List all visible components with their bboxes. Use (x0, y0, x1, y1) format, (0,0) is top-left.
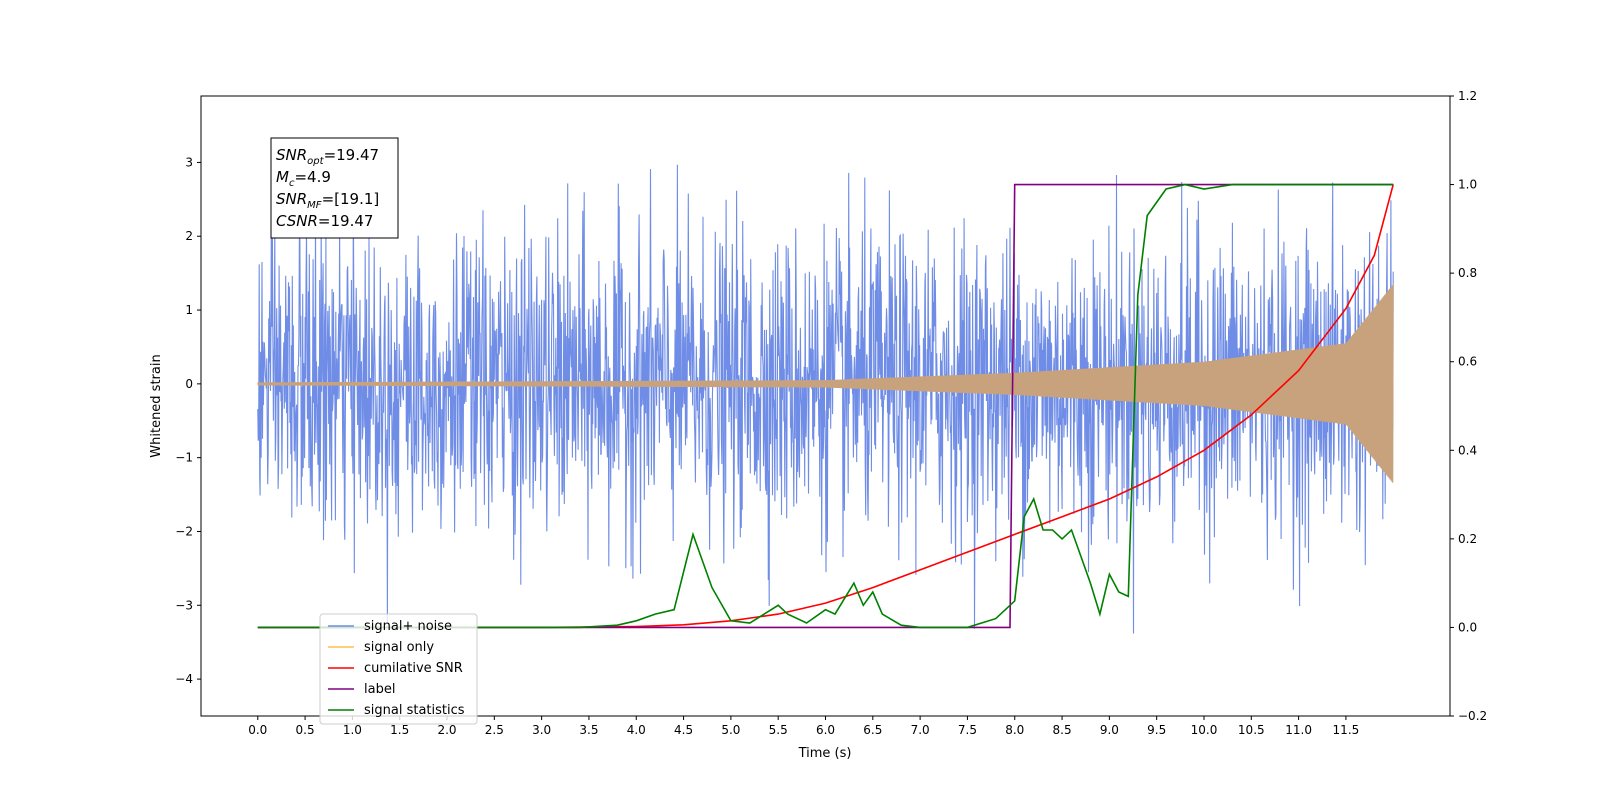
series-signal-statistics (257, 183, 1394, 629)
y2-tick-label: 0.8 (1458, 266, 1477, 280)
x-tick-label: 2.5 (485, 723, 504, 737)
series-signal-only (257, 284, 1394, 483)
x-tick-label: 4.5 (674, 723, 693, 737)
y-tick-label: −1 (175, 451, 193, 465)
annotation-line: Mc=4.9 (276, 168, 331, 189)
x-tick-label: 1.0 (343, 723, 362, 737)
y2-tick-label: 1.2 (1458, 89, 1477, 103)
y2-tick-label: −0.2 (1458, 709, 1487, 723)
annotation-line: CSNR=19.47 (276, 212, 373, 230)
y-tick-label: 0 (185, 377, 193, 391)
x-tick-label: 5.5 (769, 723, 788, 737)
legend-label: signal only (364, 640, 434, 655)
x-tick-label: 9.5 (1147, 723, 1166, 737)
x-axis-label: Time (s) (798, 746, 852, 761)
series-label (257, 183, 1394, 629)
legend-label: label (364, 682, 395, 697)
x-tick-label: 3.0 (532, 723, 551, 737)
x-tick-label: 7.5 (958, 723, 977, 737)
x-tick-label: 8.5 (1053, 723, 1072, 737)
y2-tick-label: 0.2 (1458, 532, 1477, 546)
series-cumilative-snr (257, 184, 1394, 629)
y2-tick-label: 0.0 (1458, 620, 1477, 634)
x-tick-label: 2.0 (437, 723, 456, 737)
legend-frame (319, 613, 478, 725)
series-signal-noise (257, 164, 1394, 634)
x-tick-label: 7.0 (911, 723, 930, 737)
x-tick-label: 6.5 (863, 723, 882, 737)
x-tick-label: 11.0 (1285, 723, 1312, 737)
y-axis: −4 −3 −2 −1 0 1 2 3 (175, 155, 201, 686)
y2-tick-label: 0.4 (1458, 443, 1477, 457)
y-tick-label: 3 (185, 155, 193, 169)
legend-label: cumilative SNR (364, 661, 463, 676)
x-tick-label: 6.0 (816, 723, 835, 737)
x-tick-label: 8.0 (1005, 723, 1024, 737)
y-tick-label: 2 (185, 229, 193, 243)
annotation-frame (270, 137, 399, 239)
y-tick-label: −3 (175, 598, 193, 612)
x-tick-label: 5.0 (721, 723, 740, 737)
annotation-line: SNRMF=[19.1] (276, 190, 379, 211)
y2-axis: −0.2 0.0 0.2 0.4 0.6 0.8 1.0 1.2 (1450, 89, 1487, 723)
y-axis-label: Whitened strain (149, 354, 164, 457)
x-tick-label: 4.0 (627, 723, 646, 737)
x-axis: 0.0 0.5 1.0 1.5 2.0 2.5 3.0 3.5 4.0 4.5 5.0 5.5 6.0 6… (248, 716, 1359, 737)
legend-label: signal statistics (364, 703, 465, 718)
legend: signal+ noise signal only cumilative SNR la… (319, 613, 478, 725)
x-tick-label: 1.5 (390, 723, 409, 737)
x-tick-label: 9.0 (1100, 723, 1119, 737)
x-tick-label: 3.5 (579, 723, 598, 737)
y2-tick-label: 0.6 (1458, 355, 1477, 369)
x-tick-label: 11.5 (1333, 723, 1360, 737)
x-tick-label: 10.0 (1191, 723, 1218, 737)
y-tick-label: −2 (175, 524, 193, 538)
annotation-line: SNRopt=19.47 (276, 146, 379, 167)
y2-tick-label: 1.0 (1458, 178, 1477, 192)
y-tick-label: 1 (185, 303, 193, 317)
y-tick-label: −4 (175, 672, 193, 686)
legend-label: signal+ noise (364, 619, 452, 634)
plot-area (257, 164, 1394, 634)
x-tick-label: 10.5 (1238, 723, 1265, 737)
x-tick-label: 0.5 (296, 723, 315, 737)
x-tick-label: 0.0 (248, 723, 267, 737)
